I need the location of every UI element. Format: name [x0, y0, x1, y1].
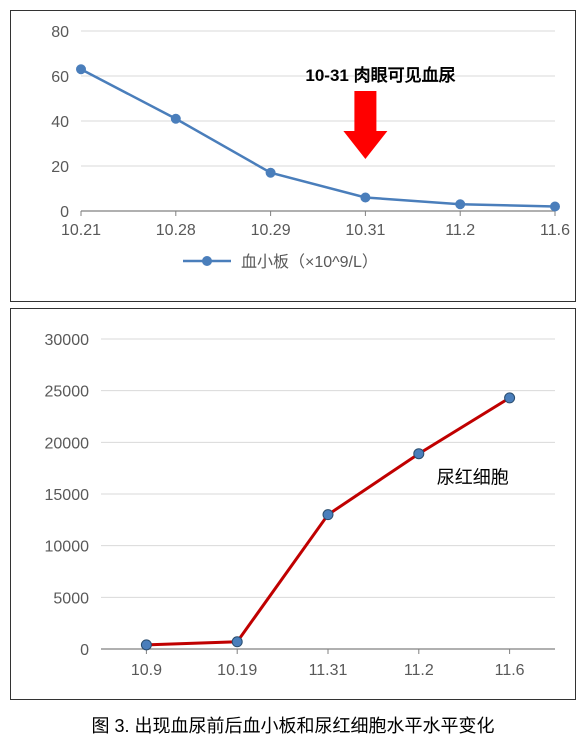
y-tick-label: 5000 [53, 590, 89, 607]
x-tick-label: 10.19 [217, 662, 257, 679]
x-tick-label: 11.2 [445, 222, 475, 239]
x-tick-label: 10.21 [61, 222, 101, 239]
y-tick-label: 0 [80, 642, 89, 659]
y-tick-label: 20 [51, 159, 69, 176]
x-tick-label: 11.31 [309, 662, 348, 679]
y-tick-label: 0 [60, 204, 69, 221]
y-tick-label: 25000 [45, 384, 90, 401]
x-tick-label: 10.29 [251, 222, 291, 239]
y-tick-label: 15000 [45, 487, 90, 504]
x-tick-label: 11.2 [404, 662, 434, 679]
figure-caption: 图 3. 出现血尿前后血小板和尿红细胞水平水平变化 [10, 712, 576, 738]
chart-urine-rbc: 0 5000 10000 15000 20000 25000 30000 10.9 10.19 1… [10, 308, 576, 700]
x-tick-label: 11.6 [540, 222, 570, 239]
x-tick-label: 11.6 [495, 662, 525, 679]
y-tick-label: 40 [51, 114, 69, 131]
series-label: 尿红细胞 [437, 468, 509, 488]
x-tick-label: 10.9 [131, 662, 162, 679]
chart-platelets: 0 20 40 60 80 10.21 10.28 10.29 10.31 11.2 11.6 10-… [10, 10, 576, 302]
y-tick-label: 30000 [45, 332, 90, 349]
legend: 血小板（×10^9/L） [183, 253, 378, 271]
y-tick-label: 60 [51, 69, 69, 86]
y-tick-label: 80 [51, 24, 69, 41]
y-tick-label: 20000 [45, 435, 90, 452]
y-tick-label: 10000 [45, 539, 90, 556]
x-tick-label: 10.28 [156, 222, 196, 239]
annotation-text: 10-31 肉眼可见血尿 [305, 65, 455, 85]
x-tick-label: 10.31 [345, 222, 385, 239]
legend-label: 血小板（×10^9/L） [241, 253, 378, 271]
